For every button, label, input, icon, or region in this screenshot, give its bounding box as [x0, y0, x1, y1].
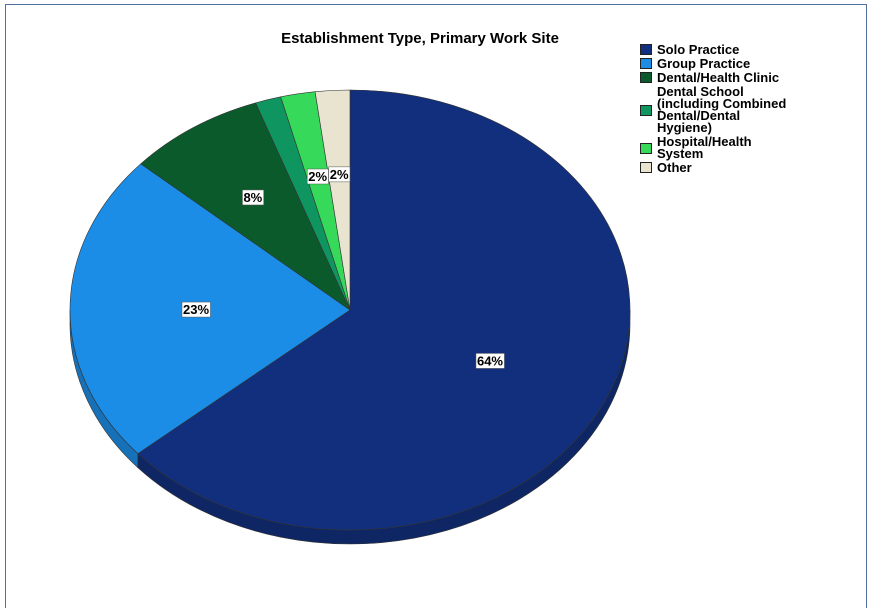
svg-text:2%: 2% — [308, 169, 327, 184]
legend-swatch — [640, 162, 652, 173]
legend-item-dental-health-clinic: Dental/Health Clinic — [640, 70, 870, 85]
legend-label: Solo Practice — [657, 42, 740, 57]
legend-label: Other — [657, 160, 692, 175]
data-label-group-practice: 23% — [181, 301, 211, 318]
chart-frame — [5, 4, 867, 608]
legend-swatch — [640, 142, 652, 154]
legend-swatch — [640, 72, 652, 83]
svg-text:8%: 8% — [243, 190, 262, 205]
legend-label: Group Practice — [657, 56, 751, 71]
pie-slice-other — [314, 89, 351, 311]
svg-text:2%: 2% — [330, 167, 349, 182]
pie-slices — [69, 89, 631, 531]
legend-swatch — [640, 58, 652, 69]
chart-title: Establishment Type, Primary Work Site — [281, 30, 559, 47]
legend-item-dental-school-including-combined-dental-dental-hygiene: Dental School (including Combined Dental… — [640, 84, 870, 135]
pie-data-labels: 64% 23% 8% 2% 2% — [181, 166, 505, 369]
svg-text:23%: 23% — [183, 302, 209, 317]
pie-slice-solo-practice — [137, 89, 631, 531]
data-label-solo-practice: 64% — [475, 353, 505, 369]
data-label-hospital-health-system: 2% — [306, 168, 329, 185]
svg-text:64%: 64% — [477, 353, 503, 368]
legend-item-hospital-health-system: Hospital/Health System — [640, 134, 870, 161]
legend-label: Dental School (including Combined Dental… — [657, 84, 787, 135]
legend-item-solo-practice: Solo Practice — [640, 42, 870, 57]
data-label-other: 2% — [328, 166, 351, 183]
legend-label: Dental/Health Clinic — [657, 70, 780, 85]
chart-legend: Solo Practice Group Practice Dental/Health… — [640, 42, 870, 176]
data-label-dental-health-clinic: 8% — [242, 189, 264, 206]
legend-item-group-practice: Group Practice — [640, 56, 870, 71]
legend-swatch — [640, 44, 652, 55]
legend-swatch — [640, 104, 652, 116]
legend-item-other: Other — [640, 160, 870, 175]
pie-slice-dental-health-clinic — [140, 102, 351, 311]
legend-label: Hospital/Health System — [657, 134, 752, 161]
